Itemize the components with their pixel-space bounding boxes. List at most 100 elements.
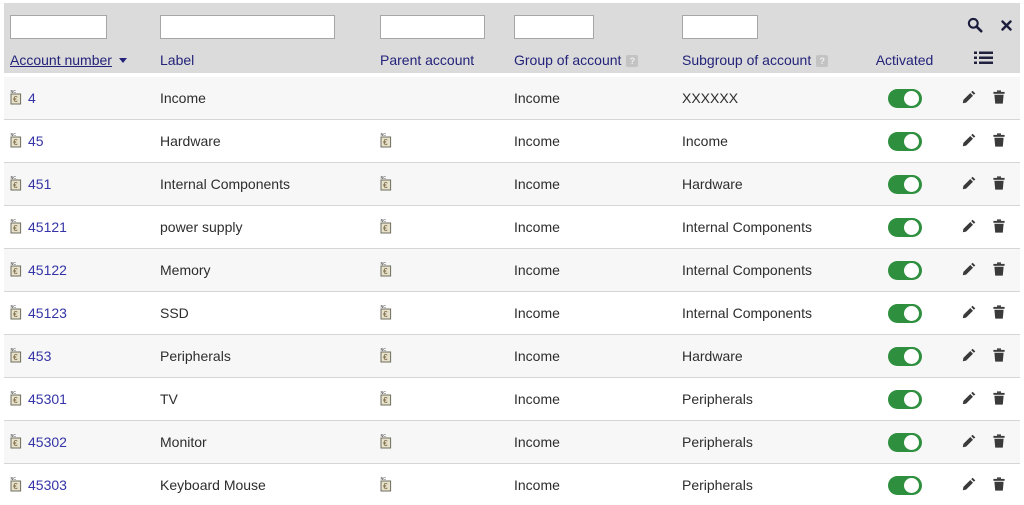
svg-text:NC: NC — [11, 261, 17, 267]
svg-text:NC: NC — [11, 390, 17, 396]
svg-text:€: € — [383, 482, 388, 491]
trash-icon[interactable] — [993, 176, 1006, 193]
label-cell: Internal Components — [154, 163, 374, 206]
table-row: NC € 453 Peripherals NC € Income Hardware — [4, 335, 1020, 378]
group-cell: Income — [508, 292, 676, 335]
activated-toggle[interactable] — [887, 389, 922, 409]
list-icon[interactable] — [974, 51, 993, 68]
trash-icon[interactable] — [993, 477, 1006, 494]
pencil-icon[interactable] — [962, 262, 976, 279]
trash-icon[interactable] — [993, 90, 1006, 107]
subgroup-filter-input[interactable] — [682, 15, 758, 39]
svg-text:€: € — [383, 310, 388, 319]
account-number-link[interactable]: 45121 — [28, 219, 67, 235]
svg-text:NC: NC — [381, 347, 387, 353]
label-cell: Peripherals — [154, 335, 374, 378]
activated-toggle[interactable] — [887, 432, 922, 452]
svg-text:NC: NC — [11, 89, 17, 95]
svg-text:NC: NC — [381, 175, 387, 181]
pencil-icon[interactable] — [962, 391, 976, 408]
activated-toggle[interactable] — [887, 303, 922, 323]
account-number-sort-link[interactable]: Account number — [10, 51, 112, 68]
trash-icon[interactable] — [993, 391, 1006, 408]
pencil-icon[interactable] — [962, 133, 976, 150]
trash-icon[interactable] — [993, 219, 1006, 236]
pencil-icon[interactable] — [962, 477, 976, 494]
account-document-icon: NC € — [10, 476, 22, 495]
account-number-link[interactable]: 45 — [28, 133, 44, 149]
account-document-icon: NC € — [10, 132, 22, 151]
activated-toggle[interactable] — [887, 260, 922, 280]
group-cell: Income — [508, 378, 676, 421]
svg-text:NC: NC — [381, 261, 387, 267]
table-row: NC € 45122 Memory NC € Income Internal Com… — [4, 249, 1020, 292]
column-header-group-label: Group of account — [514, 51, 622, 68]
toggle-knob — [904, 305, 919, 321]
trash-icon[interactable] — [993, 348, 1006, 365]
label-cell: power supply — [154, 206, 374, 249]
trash-icon[interactable] — [993, 133, 1006, 150]
search-icon[interactable] — [967, 17, 983, 38]
pencil-icon[interactable] — [962, 90, 976, 107]
parent-account-icon[interactable]: NC € — [380, 304, 392, 323]
table-row: NC € 45303 Keyboard Mouse NC € Income Peri… — [4, 464, 1020, 505]
activated-toggle[interactable] — [887, 131, 922, 151]
column-header-parent-account: Parent account — [374, 46, 508, 77]
svg-text:€: € — [383, 181, 388, 190]
table-body: NC€ 4 Income NC€ Income XXXXXX — [4, 77, 1020, 505]
parent-account-icon[interactable]: NC € — [380, 433, 392, 452]
parent-account-icon[interactable]: NC € — [380, 390, 392, 409]
svg-text:€: € — [383, 224, 388, 233]
account-number-link[interactable]: 45303 — [28, 477, 67, 493]
label-cell: Keyboard Mouse — [154, 464, 374, 505]
pencil-icon[interactable] — [962, 348, 976, 365]
parent-account-icon[interactable]: NC € — [380, 218, 392, 237]
label-cell: Income — [154, 77, 374, 120]
sort-desc-icon[interactable] — [118, 57, 127, 63]
pencil-icon[interactable] — [962, 434, 976, 451]
svg-text:NC: NC — [381, 476, 387, 482]
account-document-icon: NC € — [10, 390, 22, 409]
pencil-icon[interactable] — [962, 219, 976, 236]
column-header-activated: Activated — [862, 46, 947, 77]
svg-text:€: € — [13, 353, 18, 362]
parent-account-icon[interactable]: NC € — [380, 132, 392, 151]
trash-icon[interactable] — [993, 434, 1006, 451]
account-number-link[interactable]: 45302 — [28, 434, 67, 450]
activated-toggle[interactable] — [887, 346, 922, 366]
account-number-link[interactable]: 45122 — [28, 262, 67, 278]
group-cell: Income — [508, 249, 676, 292]
account-document-icon: NC € — [10, 261, 22, 280]
column-header-subgroup-label: Subgroup of account — [682, 51, 812, 68]
trash-icon[interactable] — [993, 305, 1006, 322]
svg-text:€: € — [13, 181, 18, 190]
account-number-link[interactable]: 453 — [28, 348, 52, 364]
pencil-icon[interactable] — [962, 176, 976, 193]
svg-text:NC: NC — [381, 390, 387, 396]
pencil-icon[interactable] — [962, 305, 976, 322]
activated-toggle[interactable] — [887, 475, 922, 495]
toggle-knob — [904, 477, 919, 493]
account-number-link[interactable]: 45123 — [28, 305, 67, 321]
close-icon[interactable] — [1001, 18, 1013, 36]
table-row: NC € 45302 Monitor NC € Income Peripherals — [4, 421, 1020, 464]
account-number-link[interactable]: 451 — [28, 176, 52, 192]
parent-account-icon[interactable]: NC € — [380, 476, 392, 495]
activated-toggle[interactable] — [887, 217, 922, 237]
label-filter-input[interactable] — [160, 15, 335, 39]
group-filter-input[interactable] — [514, 15, 594, 39]
group-cell: Income — [508, 464, 676, 505]
trash-icon[interactable] — [993, 262, 1006, 279]
parent-account-icon[interactable]: NC € — [380, 347, 392, 366]
parent-account-filter-input[interactable] — [380, 15, 485, 39]
account-number-link[interactable]: 4 — [28, 90, 36, 106]
parent-account-icon[interactable]: NC € — [380, 261, 392, 280]
parent-account-icon[interactable]: NC € — [380, 175, 392, 194]
activated-toggle[interactable] — [887, 174, 922, 194]
activated-toggle[interactable] — [887, 88, 922, 108]
group-cell: Income — [508, 77, 676, 120]
subgroup-cell: Hardware — [676, 335, 862, 378]
account-number-link[interactable]: 45301 — [28, 391, 67, 407]
account-number-filter-input[interactable] — [10, 15, 107, 39]
toggle-knob — [904, 176, 919, 192]
